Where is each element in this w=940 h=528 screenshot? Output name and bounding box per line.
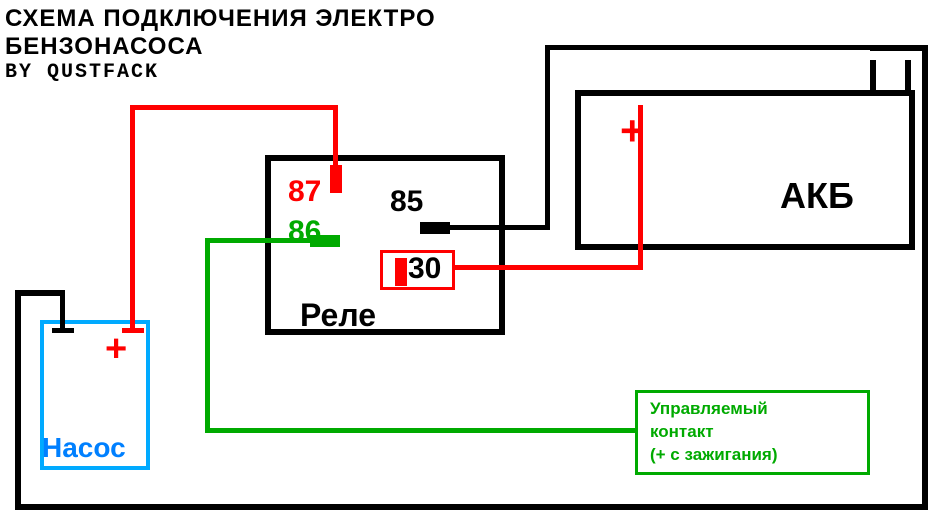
- pump-label: Насос: [42, 432, 126, 464]
- title-block: СХЕМА ПОДКЛЮЧЕНИЯ ЭЛЕКТРО БЕНЗОНАСОСА BY…: [5, 5, 436, 84]
- control-label-line3: (+ с зажигания): [650, 444, 778, 467]
- pump-neg-stub-cap: [52, 328, 74, 333]
- wire-blk-to-pump: [15, 290, 65, 296]
- pump-plus-icon: +: [105, 330, 127, 368]
- title-line-1: СХЕМА ПОДКЛЮЧЕНИЯ ЭЛЕКТРО: [5, 5, 436, 33]
- wire-red-batt-down: [638, 105, 643, 270]
- relay-terminal-85: [420, 222, 450, 234]
- control-label: Управляемый контакт (+ с зажигания): [650, 398, 778, 467]
- wire-blk-85-right: [450, 225, 550, 230]
- wire-red-batt-to-30: [452, 265, 643, 270]
- wire-blk-bottom: [15, 504, 928, 510]
- wire-red-87-down: [130, 105, 135, 320]
- control-label-line2: контакт: [650, 421, 778, 444]
- wire-blk-left-up: [15, 290, 21, 510]
- wire-blk-batt-top: [870, 45, 928, 51]
- battery-label: АКБ: [780, 175, 854, 217]
- wire-blk-85-up: [545, 45, 550, 230]
- battery-neg-term2: [905, 60, 911, 90]
- wire-red-pump-stub2: [130, 315, 135, 330]
- wire-grn-right: [205, 428, 637, 433]
- wire-blk-right-down: [922, 45, 928, 510]
- pump-neg-stub: [60, 290, 65, 330]
- byline: BY QUSTFACK: [5, 61, 436, 84]
- relay-terminal-85-label: 85: [390, 185, 423, 219]
- wire-red-87-up: [333, 105, 338, 170]
- relay-terminal-87-label: 87: [288, 175, 321, 209]
- relay-terminal-30-label: 30: [408, 252, 441, 286]
- title-line-2: БЕНЗОНАСОСА: [5, 33, 436, 61]
- relay-terminal-30: [395, 258, 407, 286]
- wire-red-87-left: [130, 105, 338, 110]
- wire-grn-down: [205, 238, 210, 433]
- wire-grn-86-left: [205, 238, 315, 243]
- wire-blk-85-top: [545, 45, 875, 50]
- relay-label: Реле: [300, 297, 376, 334]
- control-label-line1: Управляемый: [650, 398, 778, 421]
- relay-terminal-86-label: 86: [288, 215, 321, 249]
- battery-neg-term: [870, 60, 876, 90]
